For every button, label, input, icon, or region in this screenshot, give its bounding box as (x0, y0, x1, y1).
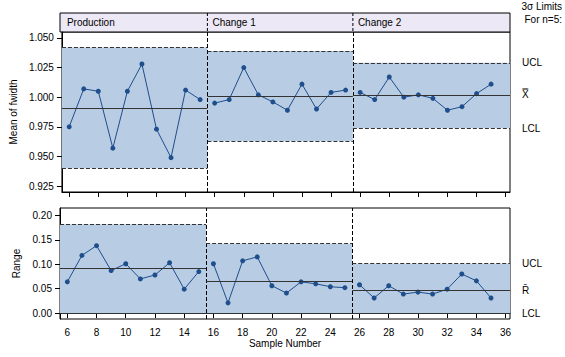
svg-text:1.025: 1.025 (29, 62, 54, 73)
svg-text:24: 24 (325, 327, 337, 338)
svg-text:UCL: UCL (522, 258, 542, 269)
svg-text:26: 26 (354, 327, 366, 338)
svg-text:14: 14 (179, 327, 191, 338)
svg-text:0.975: 0.975 (29, 121, 54, 132)
svg-text:0.20: 0.20 (33, 210, 53, 221)
svg-text:1.050: 1.050 (29, 32, 54, 43)
svg-text:18: 18 (237, 327, 249, 338)
svg-text:20: 20 (266, 327, 278, 338)
svg-text:LCL: LCL (522, 123, 541, 134)
svg-text:0.10: 0.10 (33, 259, 53, 270)
svg-text:3σ Limits: 3σ Limits (521, 1, 562, 12)
svg-text:0.00: 0.00 (33, 308, 53, 319)
svg-text:30: 30 (412, 327, 424, 338)
svg-text:Mean of fwidth: Mean of fwidth (8, 79, 19, 144)
svg-text:0.05: 0.05 (33, 283, 53, 294)
svg-text:32: 32 (442, 327, 454, 338)
svg-text:Change 1: Change 1 (212, 17, 256, 28)
svg-text:For n=5:: For n=5: (524, 14, 562, 25)
svg-text:12: 12 (149, 327, 161, 338)
svg-text:10: 10 (120, 327, 132, 338)
svg-text:Production: Production (67, 17, 115, 28)
svg-text:0.925: 0.925 (29, 181, 54, 192)
svg-text:28: 28 (383, 327, 395, 338)
svg-text:36: 36 (500, 327, 512, 338)
svg-text:LCL: LCL (522, 308, 541, 319)
svg-text:0.15: 0.15 (33, 234, 53, 245)
svg-text:R̄: R̄ (522, 284, 529, 296)
svg-text:X̿: X̿ (522, 88, 529, 100)
svg-text:0.950: 0.950 (29, 151, 54, 162)
svg-text:6: 6 (65, 327, 71, 338)
svg-text:34: 34 (471, 327, 483, 338)
svg-text:1.000: 1.000 (29, 92, 54, 103)
svg-text:22: 22 (296, 327, 308, 338)
svg-text:Range: Range (11, 248, 22, 278)
svg-text:16: 16 (208, 327, 220, 338)
svg-text:UCL: UCL (522, 57, 542, 68)
svg-text:Sample Number: Sample Number (249, 338, 322, 349)
svg-text:Change 2: Change 2 (358, 17, 402, 28)
svg-text:8: 8 (94, 327, 100, 338)
